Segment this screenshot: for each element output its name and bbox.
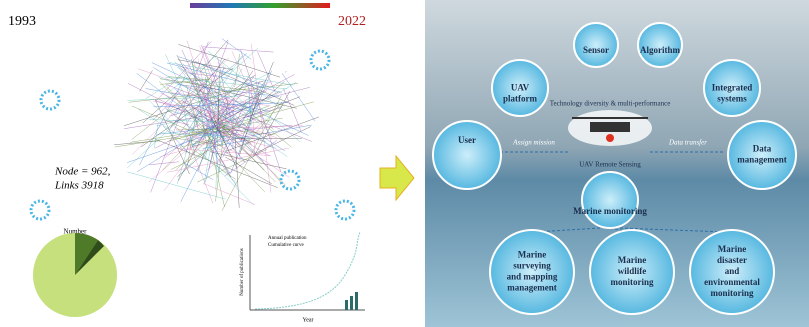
link-count: Links 3918 — [54, 180, 104, 192]
node-label-line: management — [737, 155, 787, 165]
node-label-line: and mapping — [507, 272, 558, 282]
node-label-line: platform — [503, 94, 537, 104]
node-count: Node = 962, — [54, 166, 111, 178]
node-label-line: monitoring — [610, 277, 654, 287]
legend-entry: Annual publication — [268, 236, 307, 241]
node-label: User — [458, 135, 476, 145]
center-label: Technology diversity & multi-performance — [550, 100, 671, 108]
bar — [355, 292, 358, 310]
edge-label: Data transfer — [668, 139, 707, 147]
node — [433, 121, 501, 189]
node-label-line: Sensor — [583, 45, 609, 55]
node-label-line: disaster — [717, 255, 747, 265]
node-label-line: Data — [753, 144, 772, 154]
pie-legend — [125, 240, 195, 300]
node-label-line: and — [725, 266, 740, 276]
node-label: Marine monitoring — [573, 206, 647, 216]
node — [582, 172, 638, 228]
drone-label: UAV Remote Sensing — [579, 161, 641, 169]
y-label: Number of publications — [240, 248, 245, 296]
node-label-line: UAV — [511, 83, 530, 93]
legend-entry: Cumulative curve — [268, 243, 304, 248]
node-label-line: Integrated — [712, 83, 753, 93]
node-label-line: Marine monitoring — [573, 206, 647, 216]
node-label-line: Marine — [618, 255, 647, 265]
end-year: 2022 — [338, 14, 366, 29]
node-label-line: wildlife — [618, 266, 647, 276]
node-label-line: Algorithm — [640, 45, 680, 55]
drone — [568, 110, 652, 146]
node-label-line: environmental — [704, 277, 760, 287]
node-label-line: management — [507, 283, 557, 293]
time-bar — [190, 3, 330, 8]
node-label-line: surveying — [513, 261, 551, 271]
node-label-line: User — [458, 135, 476, 145]
node-label-line: systems — [717, 94, 747, 104]
arrow — [380, 156, 414, 200]
node-label: Algorithm — [640, 45, 680, 55]
bar — [345, 300, 348, 310]
node-label-line: monitoring — [710, 288, 754, 298]
node-label: Sensor — [583, 45, 609, 55]
node-label-line: Marine — [718, 244, 747, 254]
bar — [350, 296, 353, 310]
x-label: Year — [302, 317, 313, 323]
graphical-abstract: 1993 2022 Node = 962, Links 3918 Number … — [0, 0, 809, 327]
edge-label: Assign mission — [512, 139, 555, 147]
node-label-line: Marine — [518, 250, 547, 260]
start-year: 1993 — [8, 14, 36, 29]
